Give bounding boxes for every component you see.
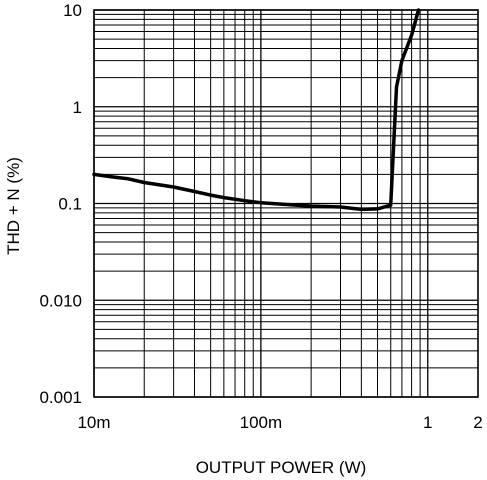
y-axis-title: THD + N (%) [4, 157, 23, 255]
y-tick-labels: 10 1 0.1 0.010 0.001 [39, 1, 82, 407]
y-tick-label: 0.1 [58, 195, 82, 214]
x-tick-label: 100m [240, 413, 283, 432]
thd-series-line [92, 8, 421, 212]
plot-border [93, 9, 479, 398]
x-tick-label: 2 [473, 413, 482, 432]
series-layer [92, 8, 421, 212]
y-tick-label: 10 [63, 1, 82, 20]
x-axis-title: OUTPUT POWER (W) [196, 458, 367, 477]
x-tick-label: 1 [423, 413, 432, 432]
y-tick-label: 0.010 [39, 291, 82, 310]
y-tick-label: 1 [73, 98, 82, 117]
grid [93, 9, 479, 398]
x-tick-labels: 10m 100m 1 2 [77, 413, 482, 432]
y-tick-label: 0.001 [39, 388, 82, 407]
x-tick-label: 10m [77, 413, 110, 432]
plot-frame [93, 9, 479, 398]
